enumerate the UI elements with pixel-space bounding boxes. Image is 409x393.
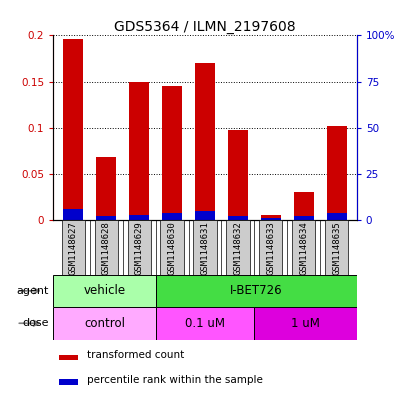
Text: GSM1148630: GSM1148630 [167,222,176,275]
Bar [195,63,214,220]
Bar [325,220,348,275]
Text: percentile rank within the sample: percentile rank within the sample [86,375,262,385]
Bar [155,307,254,340]
Bar [227,130,247,220]
Bar [162,86,182,220]
Bar [96,157,116,220]
Bar [293,192,313,220]
Text: control: control [84,317,125,330]
Bar [326,213,346,220]
Text: GSM1148632: GSM1148632 [233,222,242,275]
Bar [59,354,77,360]
Bar [261,215,280,220]
Text: GSM1148628: GSM1148628 [101,222,110,275]
Text: vehicle: vehicle [83,284,125,298]
Bar [254,307,356,340]
Bar [195,211,214,220]
Text: 1 uM: 1 uM [290,317,319,330]
Bar [96,217,116,220]
Text: I-BET726: I-BET726 [229,284,282,298]
Text: agent: agent [17,286,49,296]
Bar [53,275,155,307]
Text: transformed count: transformed count [86,350,184,360]
Text: GSM1148629: GSM1148629 [134,222,143,275]
Bar [127,220,150,275]
Bar [193,220,216,275]
Bar [261,218,280,220]
Text: GSM1148635: GSM1148635 [332,222,341,275]
Text: GSM1148627: GSM1148627 [68,222,77,275]
Bar [59,380,77,385]
Bar [53,307,155,340]
Bar [63,39,83,220]
Bar [227,217,247,220]
Bar [162,213,182,220]
Title: GDS5364 / ILMN_2197608: GDS5364 / ILMN_2197608 [114,20,295,34]
Bar [326,126,346,220]
Text: 0.1 uM: 0.1 uM [184,317,225,330]
Bar [129,82,148,220]
Text: GSM1148634: GSM1148634 [299,222,308,275]
Bar [259,220,282,275]
Bar [155,275,356,307]
Bar [292,220,315,275]
Bar [63,209,83,220]
Bar [61,220,84,275]
Bar [160,220,183,275]
Bar [129,215,148,220]
Text: dose: dose [22,318,49,328]
Bar [293,217,313,220]
Bar [226,220,249,275]
Text: GSM1148633: GSM1148633 [266,222,275,275]
Text: GSM1148631: GSM1148631 [200,222,209,275]
Bar [94,220,117,275]
